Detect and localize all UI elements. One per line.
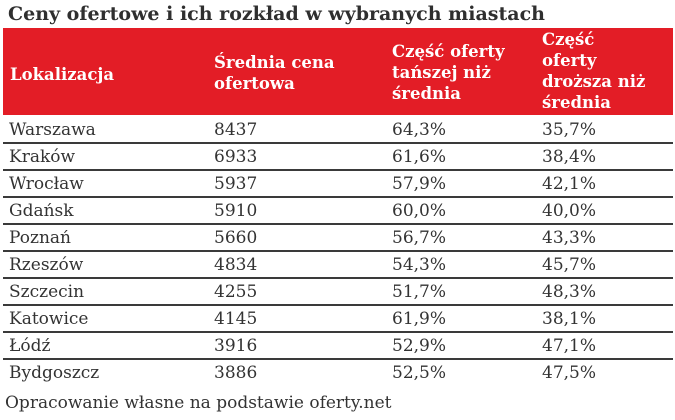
cell-pricier: 48,3% bbox=[542, 282, 597, 302]
table-row: Poznań 5660 56,7% 43,3% bbox=[3, 225, 673, 252]
cell-price: 4145 bbox=[214, 309, 258, 329]
header-line: tańszej niż bbox=[392, 63, 491, 82]
table-row: Wrocław 5937 57,9% 42,1% bbox=[3, 171, 673, 198]
cell-pricier: 40,0% bbox=[542, 201, 597, 221]
table-row: Szczecin 4255 51,7% 48,3% bbox=[3, 279, 673, 306]
header-line: ofertowa bbox=[214, 74, 295, 93]
cell-city: Bydgoszcz bbox=[9, 363, 100, 383]
cell-city: Łódź bbox=[9, 336, 51, 356]
cell-cheaper: 60,0% bbox=[392, 201, 447, 221]
cell-pricier: 43,3% bbox=[542, 228, 597, 248]
cell-price: 3916 bbox=[214, 336, 258, 356]
cell-pricier: 35,7% bbox=[542, 120, 597, 140]
cell-pricier: 38,1% bbox=[542, 309, 597, 329]
cell-city: Warszawa bbox=[9, 120, 96, 140]
cell-cheaper: 51,7% bbox=[392, 282, 447, 302]
cell-city: Gdańsk bbox=[9, 201, 74, 221]
cell-city: Szczecin bbox=[9, 282, 85, 302]
cell-pricier: 47,1% bbox=[542, 336, 597, 356]
header-czesc-drozsza: Część oferty droższa niż średnia bbox=[542, 29, 645, 113]
header-line: średnia bbox=[542, 93, 611, 112]
cell-price: 5660 bbox=[214, 228, 258, 248]
cell-price: 5910 bbox=[214, 201, 258, 221]
table-row: Warszawa 8437 64,3% 35,7% bbox=[3, 117, 673, 144]
header-line: Część bbox=[542, 30, 595, 49]
cell-cheaper: 61,6% bbox=[392, 147, 447, 167]
cell-cheaper: 52,5% bbox=[392, 363, 447, 383]
cell-price: 3886 bbox=[214, 363, 258, 383]
table-header: Lokalizacja Średnia cena ofertowa Część … bbox=[3, 28, 673, 115]
header-czesc-tanszej: Część oferty tańszej niż średnia bbox=[392, 41, 505, 104]
table-row: Gdańsk 5910 60,0% 40,0% bbox=[3, 198, 673, 225]
header-line: Część oferty bbox=[392, 42, 505, 61]
table-row: Kraków 6933 61,6% 38,4% bbox=[3, 144, 673, 171]
cell-price: 4834 bbox=[214, 255, 258, 275]
table-body: Warszawa 8437 64,3% 35,7% Kraków 6933 61… bbox=[3, 117, 673, 385]
cell-pricier: 42,1% bbox=[542, 174, 597, 194]
cell-cheaper: 64,3% bbox=[392, 120, 447, 140]
header-lokalizacja: Lokalizacja bbox=[10, 64, 114, 85]
cell-price: 4255 bbox=[214, 282, 258, 302]
cell-city: Poznań bbox=[9, 228, 71, 248]
cell-price: 6933 bbox=[214, 147, 258, 167]
header-line: droższa niż bbox=[542, 72, 646, 91]
cell-pricier: 38,4% bbox=[542, 147, 597, 167]
header-line: Lokalizacja bbox=[10, 65, 115, 84]
cell-cheaper: 61,9% bbox=[392, 309, 447, 329]
cell-city: Wrocław bbox=[9, 174, 84, 194]
header-line: Średnia cena bbox=[214, 53, 335, 72]
table-row: Katowice 4145 61,9% 38,1% bbox=[3, 306, 673, 333]
header-line: średnia bbox=[392, 84, 461, 103]
cell-cheaper: 56,7% bbox=[392, 228, 447, 248]
cell-price: 8437 bbox=[214, 120, 258, 140]
cell-pricier: 45,7% bbox=[542, 255, 597, 275]
cell-cheaper: 54,3% bbox=[392, 255, 447, 275]
source-note: Opracowanie własne na podstawie oferty.n… bbox=[5, 393, 392, 413]
table-row: Bydgoszcz 3886 52,5% 47,5% bbox=[3, 360, 673, 385]
cell-city: Kraków bbox=[9, 147, 76, 167]
header-line: oferty bbox=[542, 51, 597, 70]
table-row: Łódź 3916 52,9% 47,1% bbox=[3, 333, 673, 360]
header-srednia-cena: Średnia cena ofertowa bbox=[214, 52, 335, 94]
cell-price: 5937 bbox=[214, 174, 258, 194]
table-title: Ceny ofertowe i ich rozkład w wybranych … bbox=[8, 3, 545, 25]
table-row: Rzeszów 4834 54,3% 45,7% bbox=[3, 252, 673, 279]
cell-cheaper: 52,9% bbox=[392, 336, 447, 356]
cell-pricier: 47,5% bbox=[542, 363, 597, 383]
cell-city: Rzeszów bbox=[9, 255, 84, 275]
cell-cheaper: 57,9% bbox=[392, 174, 447, 194]
cell-city: Katowice bbox=[9, 309, 89, 329]
